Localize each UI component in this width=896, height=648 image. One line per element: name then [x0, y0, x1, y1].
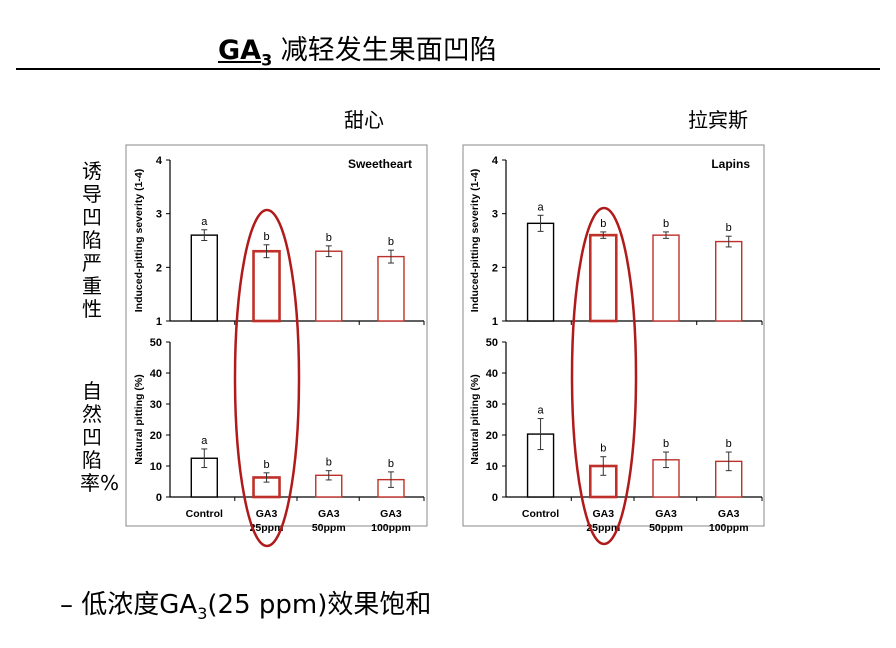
bullet-text-post: (25 ppm)效果饱和	[207, 590, 432, 620]
chart-frame-2	[462, 144, 765, 527]
bullet-dash: –	[60, 590, 73, 620]
significance-letter: b	[663, 438, 669, 450]
title-text: 减轻发生果面凹陷	[272, 35, 497, 66]
y-tick-label: 2	[156, 262, 162, 274]
chart-frame-0	[125, 144, 428, 527]
significance-letter: b	[600, 443, 606, 455]
x-tick-label: GA3	[655, 508, 677, 520]
bar	[315, 250, 343, 322]
title-chem: GA3	[218, 35, 273, 70]
bar	[526, 222, 555, 322]
x-tick-label: GA3	[256, 508, 278, 520]
y-tick-label: 50	[486, 337, 498, 349]
significance-letter: b	[263, 231, 269, 243]
significance-letter: b	[663, 218, 669, 230]
x-tick-label: Control	[186, 508, 223, 520]
bar	[715, 240, 743, 322]
x-tick-label: GA3	[718, 508, 740, 520]
x-tick-label-line2: 25ppm	[586, 522, 620, 534]
significance-letter: b	[726, 438, 732, 450]
y-tick-label: 30	[486, 399, 498, 411]
y-tick-label: 40	[486, 368, 498, 380]
bar	[377, 255, 405, 322]
y-tick-label: 10	[486, 461, 498, 473]
y-tick-label: 1	[492, 316, 498, 328]
significance-letter: b	[326, 232, 332, 244]
x-tick-label-line2: 50ppm	[649, 522, 683, 534]
y-tick-label: 0	[156, 492, 162, 504]
x-tick-label: GA3	[380, 508, 402, 520]
bar	[652, 459, 680, 498]
y-axis-label: Natural pitting (%)	[133, 374, 145, 464]
y-tick-label: 4	[492, 155, 499, 167]
x-tick-label: GA3	[592, 508, 614, 520]
y-axis-label: Induced-pitting severity (1-4)	[133, 169, 145, 313]
bar	[588, 233, 618, 323]
significance-letter: a	[201, 216, 208, 228]
x-tick-label: GA3	[318, 508, 340, 520]
significance-letter: b	[726, 222, 732, 234]
panel-title: Sweetheart	[348, 157, 412, 171]
title-chem-subscript: 3	[261, 50, 273, 70]
highlight-ellipse-sweetheart	[233, 208, 301, 548]
x-tick-label-line2: 100ppm	[709, 522, 749, 534]
significance-letter: b	[263, 459, 269, 471]
slide-title: GA3 减轻发生果面凹陷	[218, 28, 497, 72]
bar	[652, 234, 680, 322]
y-tick-label: 40	[150, 368, 162, 380]
significance-letter: a	[537, 405, 544, 417]
x-tick-label-line2: 100ppm	[371, 522, 411, 534]
x-tick-label-line2: 25ppm	[250, 522, 284, 534]
x-tick-label: Control	[522, 508, 559, 520]
y-tick-label: 1	[156, 316, 162, 328]
panel-title: Lapins	[711, 157, 750, 171]
y-tick-label: 20	[486, 430, 498, 442]
y-tick-label: 20	[150, 430, 162, 442]
column-header-sweetheart: 甜心	[344, 108, 384, 132]
bullet-note: – 低浓度GA3(25 ppm)效果饱和	[60, 584, 431, 623]
significance-letter: a	[537, 201, 544, 213]
bullet-text-pre: 低浓度GA	[81, 590, 198, 620]
column-header-lapins: 拉宾斯	[688, 108, 748, 132]
significance-letter: b	[600, 218, 606, 230]
y-tick-label: 2	[492, 262, 498, 274]
y-tick-label: 10	[150, 461, 162, 473]
bullet-subscript: 3	[197, 604, 208, 624]
title-chem-base: GA	[218, 35, 262, 66]
y-tick-label: 0	[492, 492, 498, 504]
bar	[252, 249, 281, 323]
significance-letter: b	[388, 236, 394, 248]
title-underline-rule	[16, 68, 880, 70]
y-axis-label: Induced-pitting severity (1-4)	[469, 169, 481, 313]
y-tick-label: 3	[156, 209, 162, 221]
y-tick-label: 50	[150, 337, 162, 349]
bar	[190, 234, 218, 322]
significance-letter: b	[388, 458, 394, 470]
significance-letter: a	[201, 435, 208, 447]
row-label-severity: 诱导凹陷严重性	[82, 159, 102, 321]
y-tick-label: 4	[156, 155, 163, 167]
highlight-ellipse-lapins	[570, 206, 638, 546]
y-tick-label: 30	[150, 399, 162, 411]
x-tick-label-line2: 50ppm	[312, 522, 346, 534]
significance-letter: b	[326, 457, 332, 469]
y-axis-label: Natural pitting (%)	[469, 374, 481, 464]
y-tick-label: 3	[492, 209, 498, 221]
